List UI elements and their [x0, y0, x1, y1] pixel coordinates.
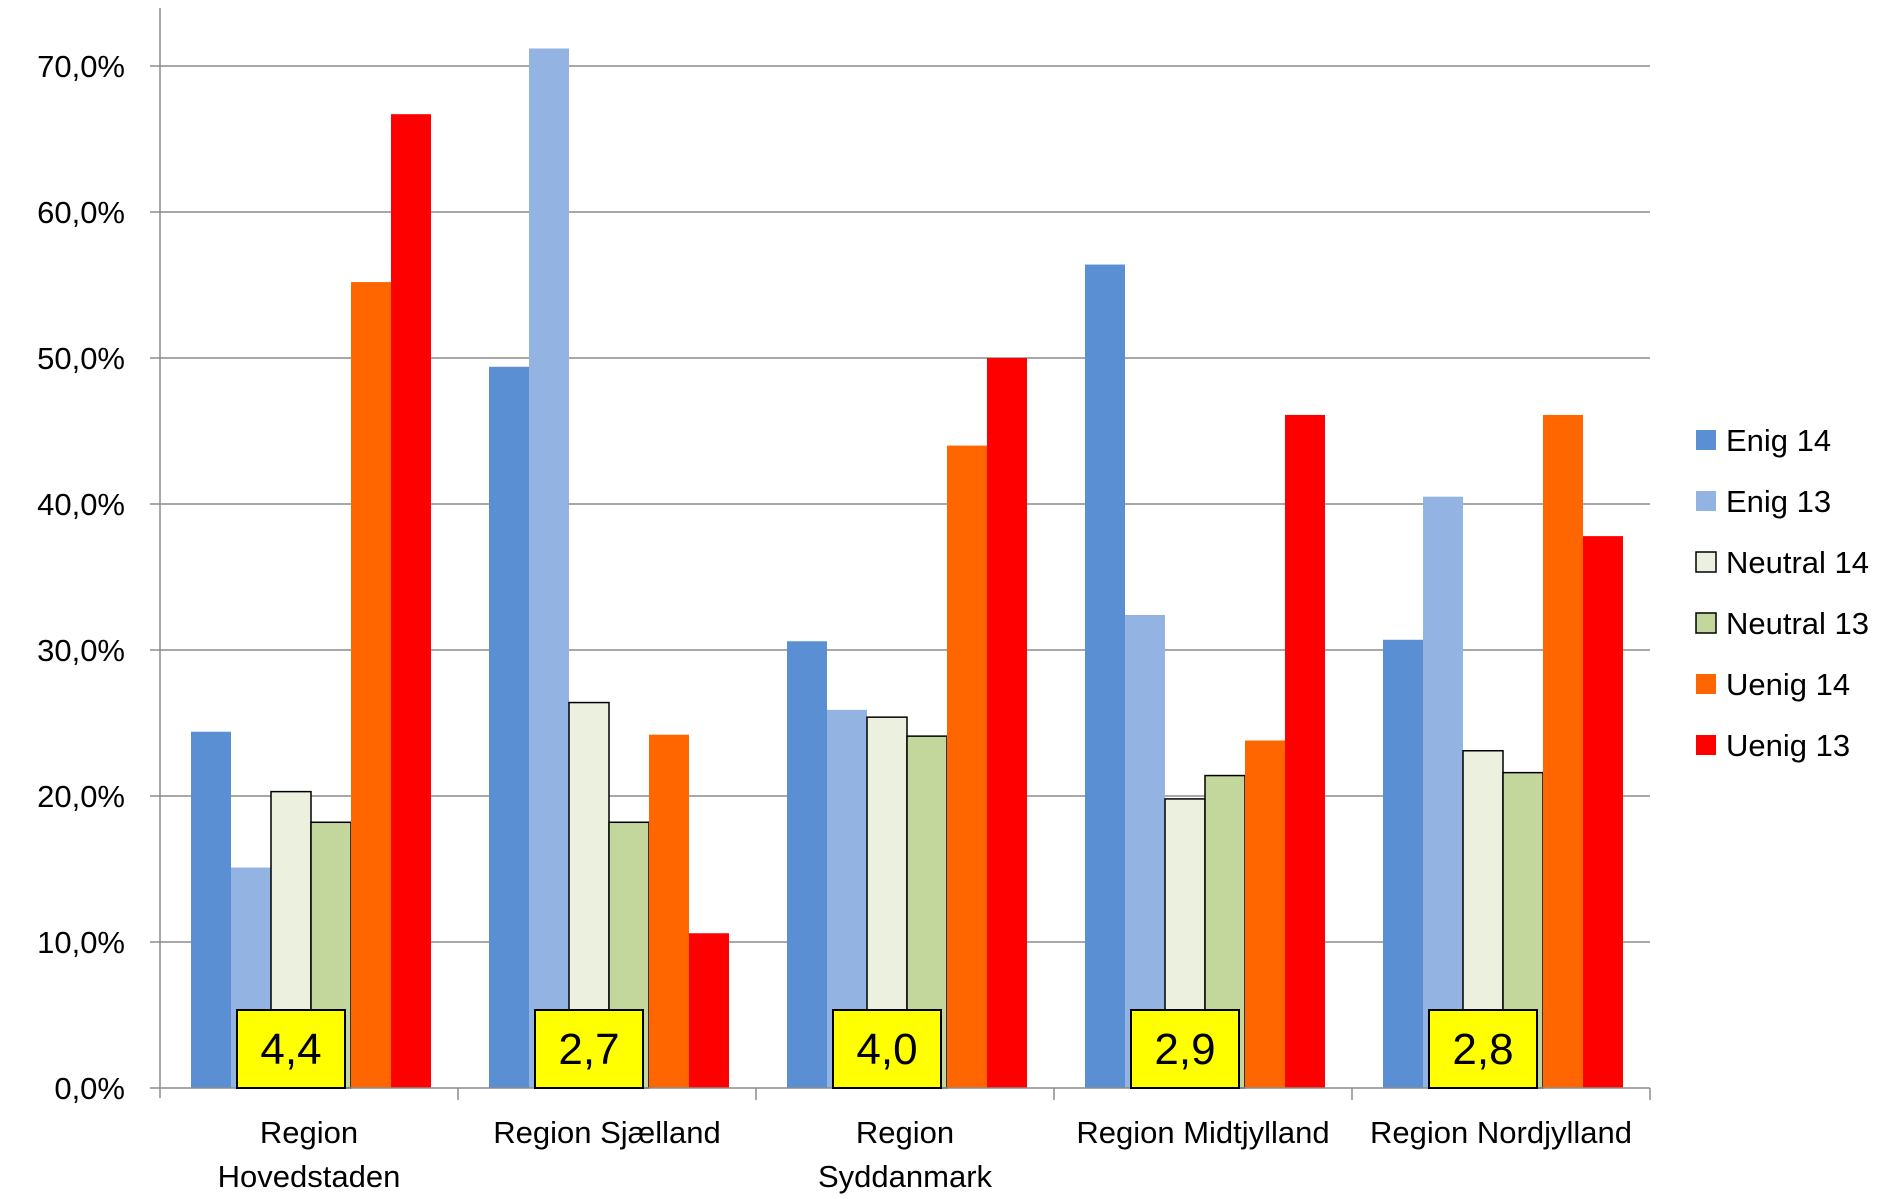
bar-uenig-13	[1285, 414, 1325, 1088]
y-tick-label: 50,0%	[37, 341, 125, 376]
x-tick-label: Region	[260, 1115, 358, 1150]
score-box	[832, 1009, 942, 1089]
y-tick-label: 30,0%	[37, 633, 125, 668]
x-tick-label: Region Nordjylland	[1370, 1115, 1632, 1150]
score-box	[1130, 1009, 1240, 1089]
score-label: 2,9	[1154, 1025, 1215, 1074]
bar-enig-14	[1085, 264, 1125, 1088]
legend-swatch	[1695, 551, 1717, 573]
bar-enig-14	[1383, 639, 1423, 1088]
bar-uenig-13	[1583, 536, 1623, 1088]
bars	[191, 48, 1623, 1089]
bar-enig-13	[1423, 496, 1463, 1088]
legend-swatch	[1696, 430, 1716, 450]
bar-uenig-13	[987, 358, 1027, 1088]
x-tick-label: Region Sjælland	[493, 1115, 720, 1150]
bar-uenig-13	[689, 933, 729, 1088]
bar-enig-14	[489, 366, 529, 1088]
score-label: 4,0	[856, 1025, 917, 1074]
y-tick-labels: 0,0% 10,0% 20,0% 30,0% 40,0% 50,0% 60,0% 70,0%	[37, 49, 125, 1106]
score-label: 4,4	[260, 1025, 321, 1074]
legend-swatch	[1696, 735, 1716, 755]
legend-swatch	[1695, 612, 1717, 634]
score-box	[534, 1009, 644, 1089]
score-annotations: 4,4 2,7 4,0 2,9 2,8	[236, 1009, 1538, 1089]
y-tick-label: 60,0%	[37, 195, 125, 230]
legend-swatch	[1696, 674, 1716, 694]
legend-label: Neutral 14	[1726, 545, 1869, 580]
bar-enig-13	[529, 48, 569, 1089]
y-tick-label: 0,0%	[54, 1071, 125, 1106]
legend-label: Enig 13	[1726, 484, 1831, 519]
x-tick-labels: Region Hovedstaden Region Sjælland Region Sy…	[218, 1115, 1632, 1194]
legend-label: Uenig 13	[1726, 728, 1850, 763]
y-tick-label: 10,0%	[37, 925, 125, 960]
y-tick-label: 40,0%	[37, 487, 125, 522]
y-tick-label: 20,0%	[37, 779, 125, 814]
score-label: 2,7	[558, 1025, 619, 1074]
bar-uenig-14	[351, 282, 391, 1089]
x-tick-label: Region	[856, 1115, 954, 1150]
bar-uenig-13	[391, 114, 431, 1089]
bar-enig-14	[191, 731, 231, 1088]
legend-swatch	[1696, 491, 1716, 511]
bar-uenig-14	[1543, 414, 1583, 1088]
legend-label: Uenig 14	[1726, 667, 1850, 702]
score-label: 2,8	[1452, 1025, 1513, 1074]
bar-uenig-14	[1245, 740, 1285, 1088]
legend-label: Enig 14	[1726, 423, 1831, 458]
bar-enig-14	[787, 641, 827, 1088]
bar-uenig-14	[649, 734, 689, 1088]
legend: Enig 14 Enig 13 Neutral 14 Neutral 13 Uenig …	[1695, 423, 1869, 763]
y-tick-label: 70,0%	[37, 49, 125, 84]
score-box	[1428, 1009, 1538, 1089]
score-box	[236, 1009, 346, 1089]
bar-uenig-14	[947, 445, 987, 1089]
x-tick-label: Hovedstaden	[218, 1159, 401, 1194]
x-tick-label: Region Midtjylland	[1076, 1115, 1329, 1150]
legend-label: Neutral 13	[1726, 606, 1869, 641]
x-tick-label: Syddanmark	[818, 1159, 993, 1194]
